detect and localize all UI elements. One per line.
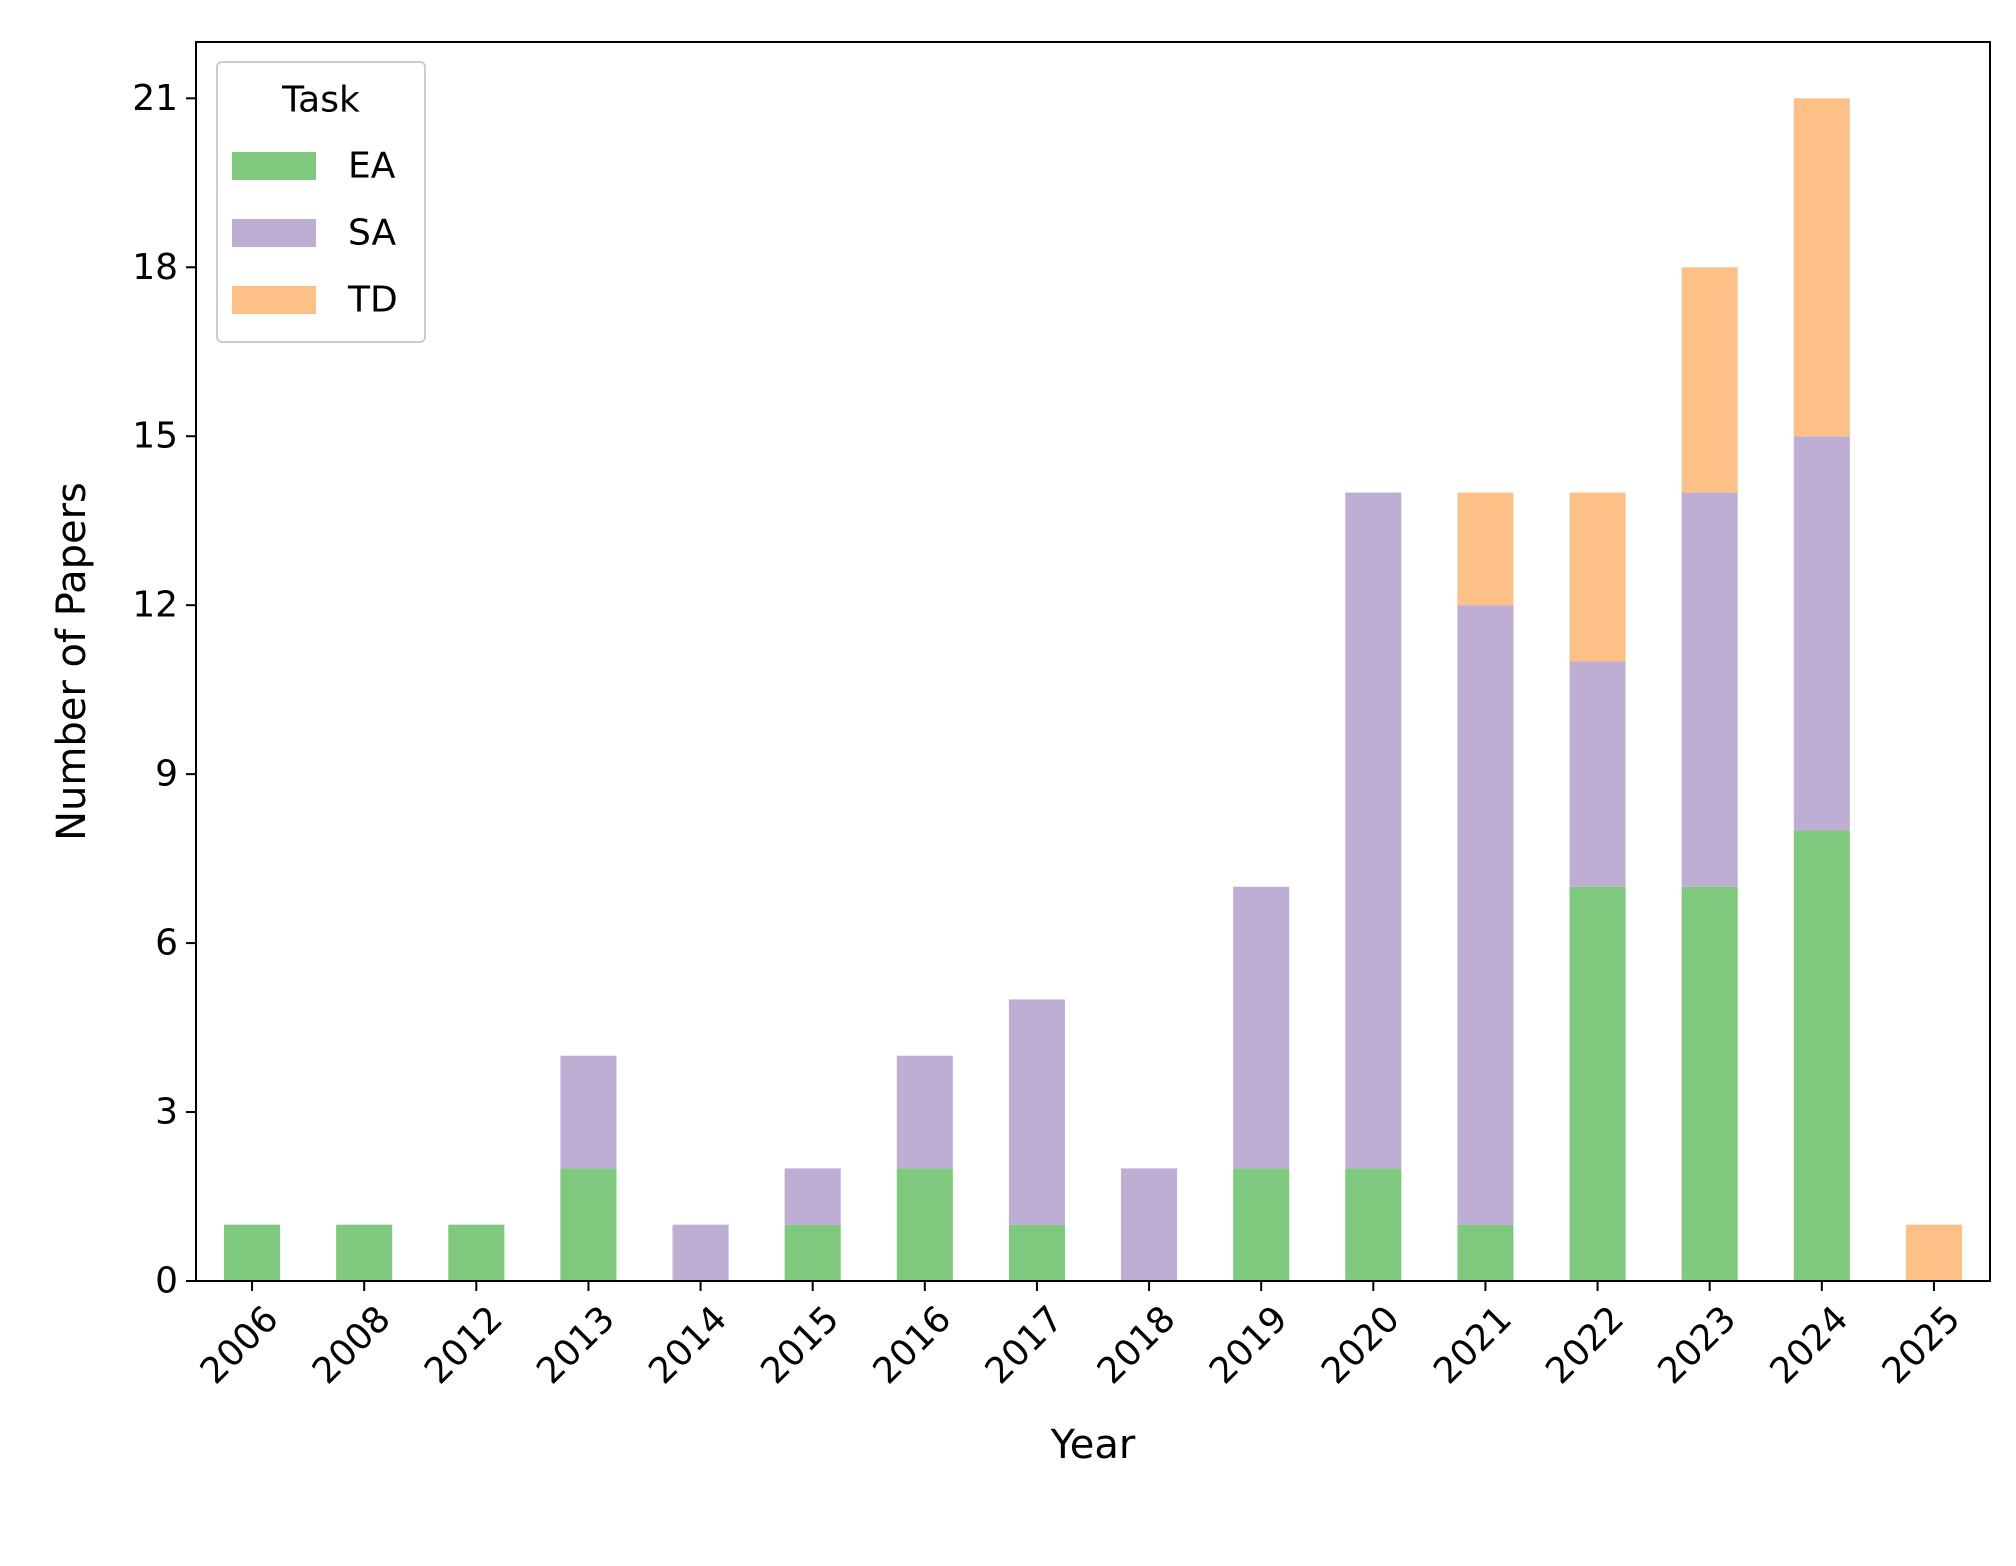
bar-sa-2023 bbox=[1681, 492, 1738, 887]
bar-sa-2018 bbox=[1121, 1168, 1178, 1281]
legend-swatch-td bbox=[232, 286, 316, 314]
bar-ea-2008 bbox=[336, 1224, 393, 1281]
y-tick-label: 9 bbox=[155, 754, 178, 795]
bar-ea-2024 bbox=[1793, 830, 1850, 1281]
y-tick-label: 15 bbox=[132, 416, 178, 457]
bar-td-2023 bbox=[1681, 267, 1738, 493]
bar-ea-2015 bbox=[784, 1224, 841, 1281]
bar-ea-2022 bbox=[1569, 886, 1626, 1281]
bar-td-2021 bbox=[1457, 492, 1514, 606]
bar-ea-2019 bbox=[1233, 1168, 1290, 1281]
legend-box bbox=[216, 61, 426, 343]
y-tick-label: 12 bbox=[132, 585, 178, 626]
bar-ea-2006 bbox=[224, 1224, 281, 1281]
bar-td-2022 bbox=[1569, 492, 1626, 662]
legend-label-ea: EA bbox=[348, 146, 396, 187]
bar-sa-2016 bbox=[896, 1055, 953, 1169]
y-tick-label: 3 bbox=[155, 1092, 178, 1133]
legend-label-td: TD bbox=[347, 280, 398, 321]
bar-sa-2013 bbox=[560, 1055, 617, 1169]
legend-label-sa: SA bbox=[348, 213, 397, 254]
legend-swatch-sa bbox=[232, 219, 316, 247]
bar-td-2024 bbox=[1793, 98, 1850, 437]
legend-title: Task bbox=[281, 80, 360, 121]
y-tick-label: 18 bbox=[132, 247, 178, 288]
y-axis-ticks: 0 3 6 9 12 15 18 21 bbox=[132, 78, 196, 1302]
x-axis-label: Year bbox=[1050, 1422, 1136, 1468]
bar-ea-2012 bbox=[448, 1224, 505, 1281]
y-axis-label: Number of Papers bbox=[49, 482, 95, 841]
bar-sa-2024 bbox=[1793, 436, 1850, 831]
y-tick-label: 0 bbox=[155, 1261, 178, 1302]
bar-ea-2020 bbox=[1345, 1168, 1402, 1281]
bars-group bbox=[224, 98, 1962, 1281]
y-tick-label: 21 bbox=[132, 78, 178, 119]
bar-sa-2019 bbox=[1233, 886, 1290, 1169]
bar-sa-2021 bbox=[1457, 605, 1514, 1225]
y-tick-label: 6 bbox=[155, 923, 178, 964]
bar-ea-2013 bbox=[560, 1168, 617, 1281]
bar-ea-2023 bbox=[1681, 886, 1738, 1281]
bar-sa-2017 bbox=[1008, 999, 1065, 1225]
bar-ea-2017 bbox=[1008, 1224, 1065, 1281]
bar-ea-2016 bbox=[896, 1168, 953, 1281]
bar-td-2025 bbox=[1905, 1224, 1962, 1281]
bar-sa-2022 bbox=[1569, 661, 1626, 887]
bar-sa-2015 bbox=[784, 1168, 841, 1225]
bar-ea-2021 bbox=[1457, 1224, 1514, 1281]
bar-sa-2020 bbox=[1345, 492, 1402, 1169]
plot-frame bbox=[195, 41, 1991, 1282]
legend: Task EA SA TD bbox=[216, 61, 426, 343]
bar-sa-2014 bbox=[672, 1224, 729, 1281]
legend-swatch-ea bbox=[232, 152, 316, 180]
